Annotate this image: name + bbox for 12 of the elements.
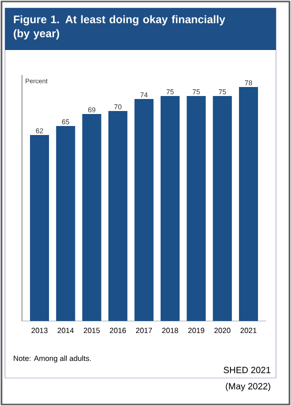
text: (May 2022) <box>226 382 270 392</box>
text: SHED 2021 <box>224 366 270 374</box>
bar <box>212 96 232 321</box>
bar <box>30 135 49 321</box>
bar <box>186 96 206 321</box>
bar <box>56 126 76 321</box>
bar <box>134 99 154 321</box>
bar <box>82 114 102 321</box>
bar <box>160 96 180 321</box>
bar <box>108 111 128 321</box>
chart-title: Figure 1. At least doing okay financially (by year) <box>14 15 226 40</box>
bar <box>238 87 258 321</box>
